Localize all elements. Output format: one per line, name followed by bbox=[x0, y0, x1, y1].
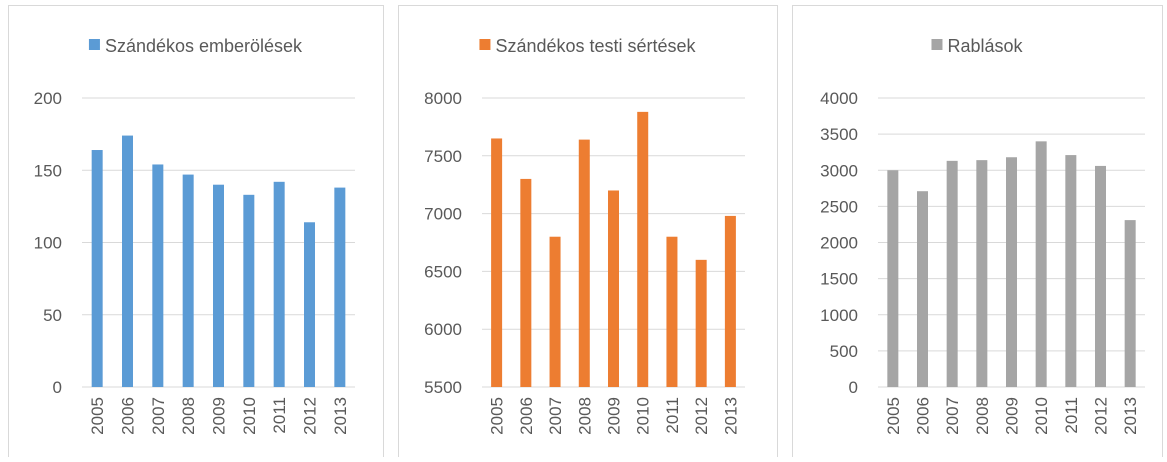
panel bbox=[8, 5, 384, 462]
x-tick-label: 2008 bbox=[575, 397, 594, 435]
x-tick-label: 2009 bbox=[605, 397, 624, 435]
bar bbox=[724, 215, 736, 387]
x-tick-label: 2011 bbox=[1062, 397, 1081, 434]
x-tick-label: 2009 bbox=[210, 397, 229, 435]
bar bbox=[243, 194, 255, 387]
bar bbox=[549, 236, 561, 387]
y-tick-label: 8000 bbox=[424, 89, 462, 108]
bar bbox=[520, 178, 532, 387]
x-tick-label: 2006 bbox=[914, 397, 933, 435]
legend-label: Szándékos emberölések bbox=[105, 36, 303, 56]
x-tick-label: 2013 bbox=[1121, 397, 1140, 435]
x-tick-label: 2012 bbox=[301, 397, 320, 435]
x-tick-label: 2005 bbox=[884, 397, 903, 435]
bar bbox=[273, 181, 285, 387]
bar bbox=[976, 160, 988, 387]
y-tick-label: 200 bbox=[34, 89, 62, 108]
x-tick-label: 2012 bbox=[692, 397, 711, 435]
y-tick-label: 0 bbox=[53, 378, 62, 397]
x-tick-label: 2013 bbox=[721, 397, 740, 435]
y-tick-label: 7000 bbox=[424, 205, 462, 224]
bar bbox=[695, 259, 707, 387]
bar bbox=[946, 160, 958, 387]
y-tick-label: 6000 bbox=[424, 320, 462, 339]
y-tick-label: 150 bbox=[34, 161, 62, 180]
x-tick-label: 2010 bbox=[1032, 397, 1051, 435]
x-tick-label: 2008 bbox=[179, 397, 198, 435]
y-tick-label: 0 bbox=[849, 378, 858, 397]
bar bbox=[666, 236, 678, 387]
x-tick-label: 2007 bbox=[546, 397, 565, 435]
x-tick-label: 2011 bbox=[270, 397, 289, 434]
y-tick-label: 6500 bbox=[424, 262, 462, 281]
bar bbox=[917, 191, 928, 387]
legend-swatch bbox=[88, 39, 100, 50]
y-tick-label: 100 bbox=[34, 234, 62, 253]
legend-swatch bbox=[479, 39, 491, 50]
bar bbox=[91, 150, 103, 387]
y-tick-label: 5500 bbox=[424, 378, 462, 397]
legend: Rablások bbox=[931, 36, 1024, 56]
legend-label: Rablások bbox=[947, 36, 1023, 56]
bar bbox=[608, 190, 619, 387]
bar bbox=[578, 139, 590, 387]
y-tick-label: 3000 bbox=[820, 161, 858, 180]
bar bbox=[887, 170, 899, 387]
x-tick-label: 2007 bbox=[943, 397, 962, 435]
bar bbox=[1065, 155, 1077, 387]
bar bbox=[152, 164, 164, 387]
y-tick-label: 7500 bbox=[424, 147, 462, 166]
bar bbox=[304, 222, 315, 387]
y-tick-label: 50 bbox=[43, 306, 62, 325]
x-tick-label: 2008 bbox=[973, 397, 992, 435]
y-tick-label: 2000 bbox=[820, 234, 858, 253]
bar bbox=[1006, 157, 1017, 387]
legend: Szándékos testi sértések bbox=[479, 36, 697, 56]
bar bbox=[1124, 220, 1136, 387]
y-tick-label: 1500 bbox=[820, 270, 858, 289]
x-tick-label: 2011 bbox=[663, 397, 682, 434]
bar bbox=[1095, 165, 1106, 387]
bar bbox=[182, 174, 194, 387]
y-tick-label: 3500 bbox=[820, 125, 858, 144]
x-tick-label: 2009 bbox=[1003, 397, 1022, 435]
x-tick-label: 2006 bbox=[517, 397, 536, 435]
legend: Szándékos emberölések bbox=[88, 36, 303, 56]
x-tick-label: 2005 bbox=[488, 397, 507, 435]
y-tick-label: 500 bbox=[830, 342, 858, 361]
x-tick-label: 2012 bbox=[1092, 397, 1111, 435]
x-tick-label: 2010 bbox=[634, 397, 653, 435]
bar bbox=[1035, 141, 1047, 387]
x-tick-label: 2006 bbox=[119, 397, 138, 435]
bar bbox=[122, 135, 133, 387]
x-tick-label: 2007 bbox=[149, 397, 168, 435]
y-tick-label: 1000 bbox=[820, 306, 858, 325]
bar bbox=[334, 187, 346, 387]
x-tick-label: 2013 bbox=[331, 397, 350, 435]
bar bbox=[637, 111, 649, 387]
bar bbox=[213, 184, 224, 387]
legend-label: Szándékos testi sértések bbox=[495, 36, 696, 56]
legend-swatch bbox=[931, 39, 943, 50]
y-tick-label: 2500 bbox=[820, 197, 858, 216]
x-tick-label: 2010 bbox=[240, 397, 259, 435]
x-tick-label: 2005 bbox=[88, 397, 107, 435]
y-tick-label: 4000 bbox=[820, 89, 858, 108]
bar bbox=[491, 138, 503, 387]
